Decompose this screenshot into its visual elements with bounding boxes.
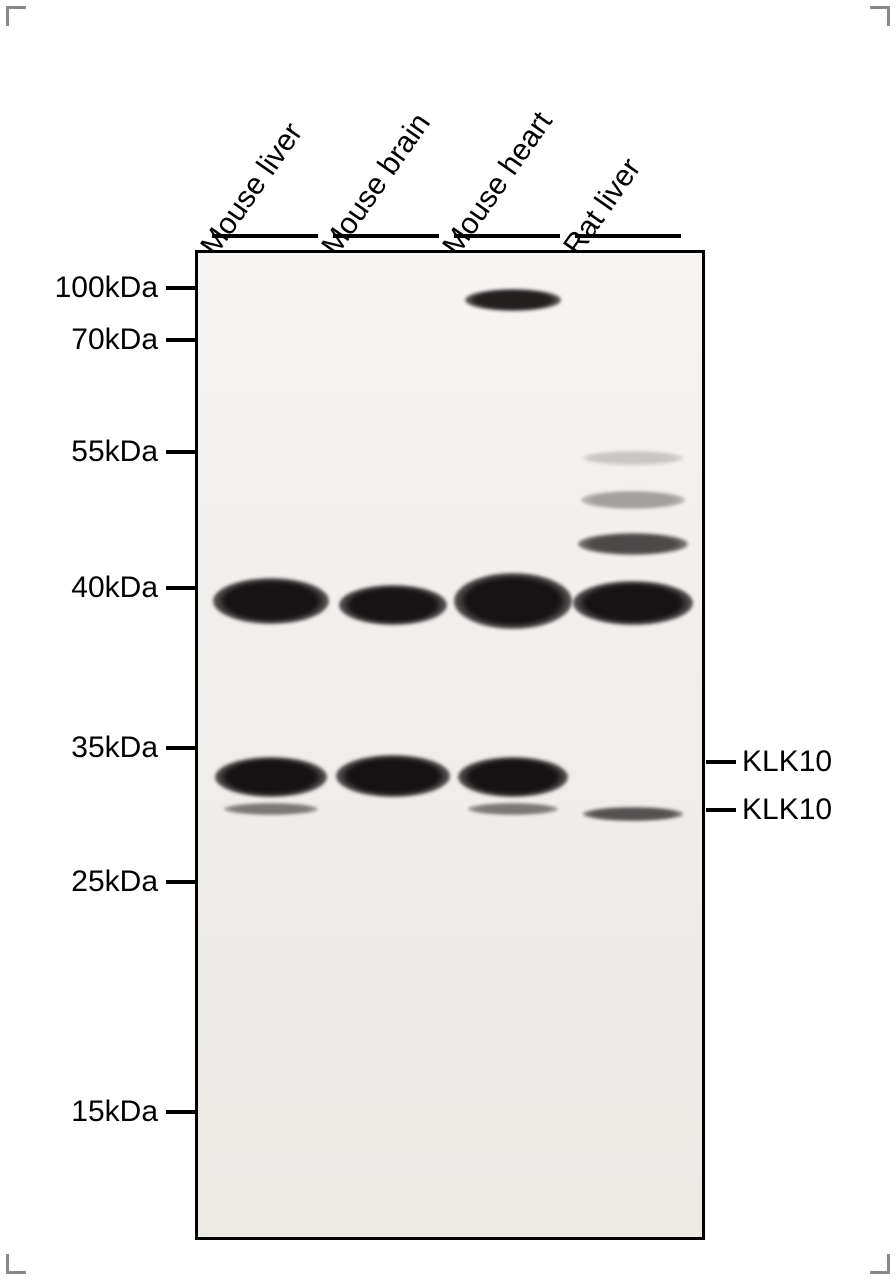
corner-marker-bl	[6, 1254, 26, 1274]
lane-label-1: Mouse brain	[315, 107, 438, 262]
western-blot-membrane	[195, 250, 705, 1240]
marker-label-5: 25kDa	[71, 865, 158, 899]
marker-tick-4	[166, 746, 196, 750]
marker-tick-6	[166, 1110, 196, 1114]
band	[339, 585, 447, 625]
lane-label-2: Mouse heart	[436, 106, 560, 262]
target-label-1: KLK10	[742, 793, 832, 827]
lane-label-0: Mouse liver	[194, 117, 310, 262]
band	[583, 451, 683, 465]
lane-label-3: Rat liver	[557, 152, 648, 262]
band	[583, 807, 683, 821]
marker-label-0: 100kDa	[55, 271, 158, 305]
band	[336, 755, 450, 797]
marker-tick-1	[166, 338, 196, 342]
target-tick-1	[706, 808, 736, 812]
lane-underline-0	[212, 234, 318, 238]
band	[465, 289, 561, 311]
lane-underline-1	[333, 234, 439, 238]
band	[215, 757, 327, 797]
corner-marker-tl	[6, 6, 26, 26]
figure-container: Mouse liver Mouse brain Mouse heart Rat …	[0, 0, 896, 1280]
marker-label-2: 55kDa	[71, 435, 158, 469]
band	[468, 803, 558, 815]
marker-tick-3	[166, 586, 196, 590]
marker-label-6: 15kDa	[71, 1095, 158, 1129]
corner-marker-tr	[870, 6, 890, 26]
target-label-0: KLK10	[742, 745, 832, 779]
band	[213, 578, 329, 624]
band	[578, 533, 688, 555]
corner-marker-br	[870, 1254, 890, 1274]
band	[224, 803, 318, 815]
marker-tick-2	[166, 450, 196, 454]
band	[454, 573, 572, 629]
band	[458, 757, 568, 797]
marker-tick-5	[166, 880, 196, 884]
lane-underline-3	[575, 234, 681, 238]
marker-label-1: 70kDa	[71, 323, 158, 357]
band	[581, 491, 685, 509]
lane-underline-2	[454, 234, 560, 238]
blot-background	[198, 253, 702, 1237]
band	[573, 581, 693, 625]
target-tick-0	[706, 760, 736, 764]
marker-label-4: 35kDa	[71, 731, 158, 765]
marker-label-3: 40kDa	[71, 571, 158, 605]
marker-tick-0	[166, 286, 196, 290]
